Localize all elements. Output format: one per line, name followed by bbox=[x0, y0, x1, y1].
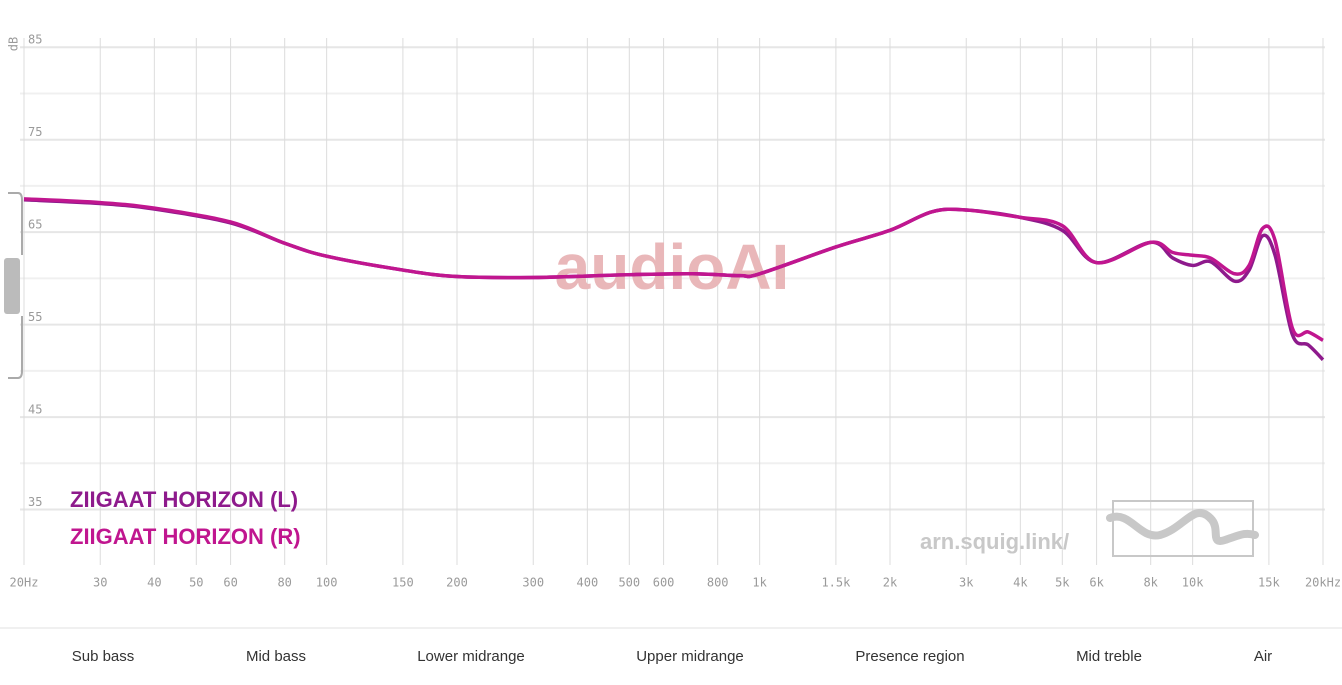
x-tick-label: 30 bbox=[93, 576, 107, 590]
x-tick-label: 60 bbox=[223, 576, 237, 590]
series-line bbox=[23, 197, 1324, 342]
x-tick-label: 600 bbox=[653, 576, 675, 590]
x-tick-label: 3k bbox=[959, 576, 974, 590]
band-label: Sub bass bbox=[72, 648, 135, 665]
site-label: arn.squig.link/ bbox=[920, 529, 1069, 554]
x-tick-label: 15k bbox=[1258, 576, 1280, 590]
y-tick-label: 65 bbox=[28, 218, 42, 232]
y-tick-label: 55 bbox=[28, 310, 42, 324]
x-tick-label: 400 bbox=[577, 576, 599, 590]
watermark: audioAI bbox=[555, 231, 790, 303]
slider-bracket[interactable] bbox=[8, 192, 23, 379]
x-tick-label: 1.5k bbox=[821, 576, 851, 590]
x-tick-label: 40 bbox=[147, 576, 161, 590]
band-label: Lower midrange bbox=[417, 648, 525, 665]
x-tick-label: 20kHz bbox=[1305, 576, 1341, 590]
logo-wave bbox=[1106, 509, 1259, 545]
x-tick-label: 80 bbox=[277, 576, 291, 590]
range-slider[interactable] bbox=[4, 192, 23, 379]
x-tick-label: 150 bbox=[392, 576, 414, 590]
x-tick-label: 2k bbox=[883, 576, 898, 590]
y-axis-label: dB bbox=[7, 37, 21, 51]
x-tick-label: 500 bbox=[618, 576, 640, 590]
x-tick-label: 5k bbox=[1055, 576, 1070, 590]
x-tick-label: 200 bbox=[446, 576, 468, 590]
x-tick-label: 1k bbox=[752, 576, 767, 590]
x-tick-label: 8k bbox=[1143, 576, 1158, 590]
x-tick-label: 300 bbox=[522, 576, 544, 590]
x-tick-label: 100 bbox=[316, 576, 338, 590]
band-label: Mid treble bbox=[1076, 648, 1142, 665]
legend-entry[interactable]: ZIIGAAT HORIZON (L) bbox=[70, 487, 298, 512]
band-label: Air bbox=[1254, 648, 1272, 665]
x-tick-label: 10k bbox=[1182, 576, 1204, 590]
y-tick-label: 45 bbox=[28, 403, 42, 417]
y-tick-label: 75 bbox=[28, 125, 42, 139]
logo-box bbox=[1112, 500, 1254, 557]
slider-handle[interactable] bbox=[4, 258, 20, 314]
y-tick-label: 85 bbox=[28, 33, 42, 47]
band-label: Upper midrange bbox=[636, 648, 744, 665]
legend-entry[interactable]: ZIIGAAT HORIZON (R) bbox=[70, 524, 301, 549]
y-tick-label: 35 bbox=[28, 495, 42, 509]
x-tick-label: 20Hz bbox=[10, 576, 39, 590]
band-label: Presence region bbox=[855, 648, 964, 665]
band-label: Mid bass bbox=[246, 648, 306, 665]
x-tick-label: 800 bbox=[707, 576, 729, 590]
x-tick-label: 6k bbox=[1089, 576, 1104, 590]
x-tick-label: 4k bbox=[1013, 576, 1028, 590]
x-tick-label: 50 bbox=[189, 576, 203, 590]
